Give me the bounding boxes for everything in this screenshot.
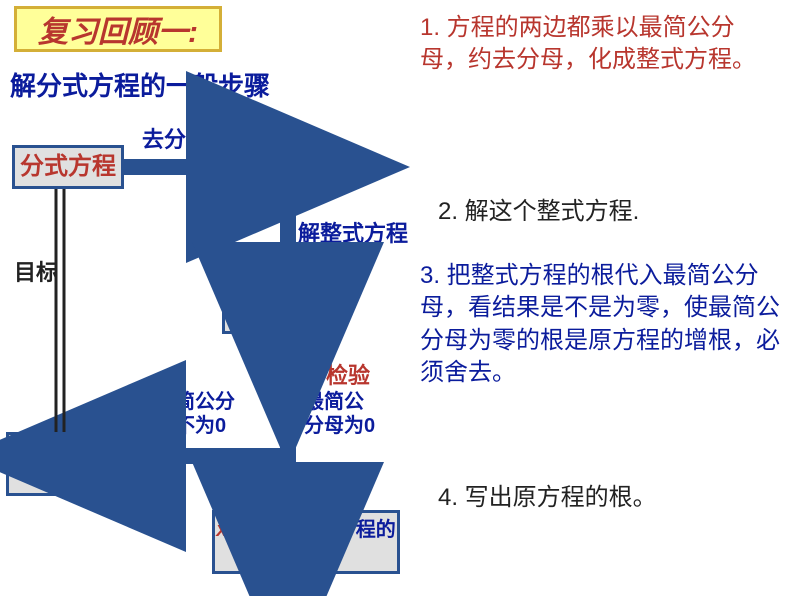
step-4: 4. 写出原方程的根。	[438, 482, 788, 514]
step-1: 1. 方程的两边都乘以最简公分母，约去分母，化成整式方程。	[420, 12, 780, 77]
edge-solve-integer: 解整式方程	[298, 216, 408, 248]
node-not-solution: x=a不是 分式方程的解	[212, 510, 400, 574]
edge-remove-denominator: 去分母	[142, 122, 208, 154]
node-xa: x=a	[222, 290, 330, 334]
edge-verify: 检验	[326, 358, 370, 390]
node-fractional-eq: 分式方程	[12, 145, 124, 189]
step-3: 3. 把整式方程的根代入最简公分母，看结果是不是为零，使最简公分母为零的根是原方…	[420, 260, 790, 390]
edge-denominator-nonzero: 最简公分 母不为0	[155, 390, 235, 438]
node-integer-eq-label: 整式方程	[246, 153, 342, 182]
node-is-solution-label: x=a是分式 方程的解	[9, 440, 133, 488]
edge-target: 目标	[14, 255, 58, 287]
banner-text: 复习回顾一:	[38, 7, 198, 51]
node-not-solution-label: x=a不是 分式方程的解	[215, 518, 397, 566]
node-xa-label: x=a	[252, 295, 300, 329]
edge-denominator-zero: 最简公 分母为0	[304, 390, 375, 438]
node-integer-eq: 整式方程	[236, 145, 352, 189]
review-banner: 复习回顾一:	[14, 6, 222, 52]
node-fractional-eq-label: 分式方程	[20, 153, 116, 182]
step-2: 2. 解这个整式方程.	[438, 196, 788, 228]
node-is-solution: x=a是分式 方程的解	[6, 432, 136, 496]
subtitle: 解分式方程的一般步骤	[10, 66, 270, 103]
